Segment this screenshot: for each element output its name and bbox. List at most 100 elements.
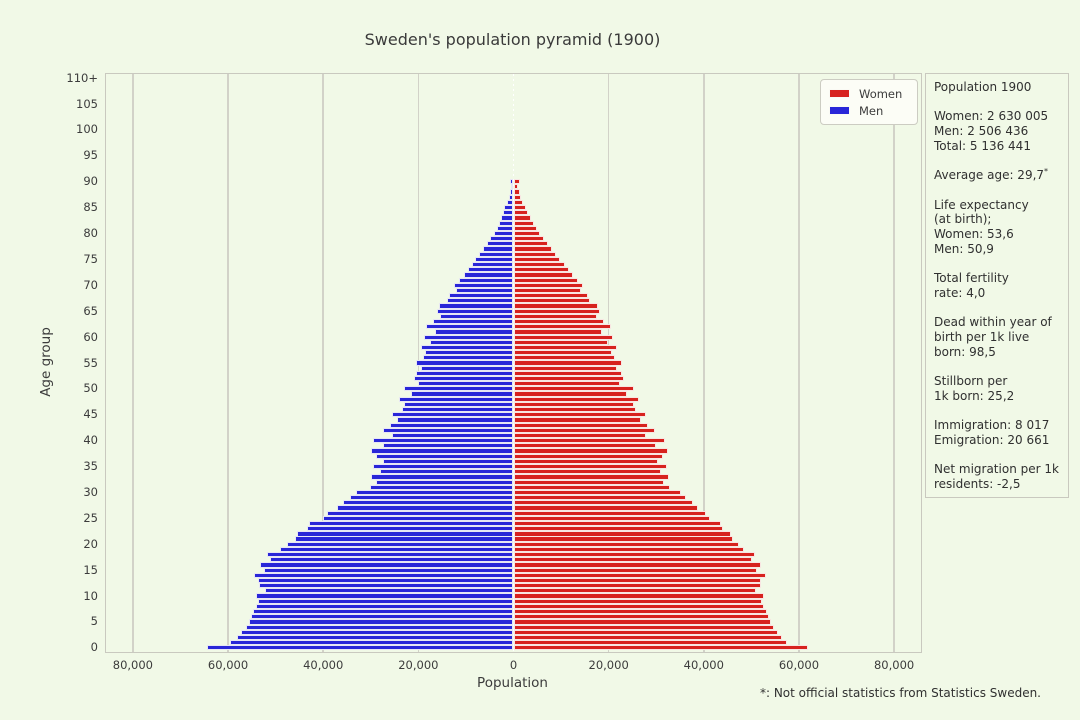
men-bar-age-67 — [446, 298, 514, 304]
info-line: Population 1900 — [934, 80, 1032, 94]
men-bar-age-1 — [230, 640, 514, 646]
y-tick-label: 75 — [83, 251, 98, 266]
men-bar-age-89 — [511, 184, 514, 190]
women-bar-age-76 — [513, 251, 557, 257]
men-bar-age-19 — [280, 546, 514, 553]
info-spacer — [934, 447, 1063, 462]
y-tick-label: 95 — [83, 148, 98, 163]
men-bar-age-30 — [356, 489, 514, 496]
y-axis-label: Age group — [38, 327, 54, 397]
x-gridline — [893, 74, 895, 652]
women-bar-age-37 — [513, 453, 664, 459]
men-bar-age-36 — [382, 458, 514, 464]
women-bar-age-3 — [513, 629, 779, 635]
men-bar-age-17 — [270, 557, 514, 563]
legend-swatch-icon — [829, 89, 850, 98]
women-bar-age-70 — [513, 282, 583, 288]
women-bar-age-86 — [513, 199, 524, 206]
men-bar-age-86 — [506, 199, 514, 206]
women-bar-age-59 — [513, 339, 608, 345]
women-bar-age-35 — [513, 463, 668, 470]
info-line: Life expectancy — [934, 197, 1029, 212]
men-bar-age-60 — [424, 334, 514, 340]
y-tick-label: 35 — [83, 459, 98, 474]
y-tick-label: 70 — [83, 277, 98, 292]
women-bar-age-18 — [513, 552, 756, 558]
info-line: Emigration: 20 661 — [934, 432, 1050, 447]
legend-swatch-icon — [829, 106, 850, 115]
x-gridline — [703, 74, 705, 652]
women-bar-age-88 — [513, 189, 520, 195]
x-gridline — [227, 74, 229, 652]
women-bar-age-72 — [513, 272, 574, 278]
men-bar-age-73 — [468, 267, 514, 273]
x-gridline — [322, 74, 324, 652]
women-bar-age-46 — [513, 407, 637, 413]
info-spacer — [934, 95, 1063, 110]
men-bar-age-10 — [256, 593, 514, 599]
women-bar-age-36 — [513, 458, 659, 464]
men-bar-age-37 — [376, 453, 514, 459]
women-bar-age-9 — [513, 598, 762, 604]
men-bar-age-50 — [404, 386, 514, 392]
women-bar-age-17 — [513, 557, 753, 563]
info-spacer — [934, 256, 1063, 271]
men-bar-age-66 — [438, 303, 514, 309]
info-spacer — [934, 183, 1063, 198]
women-bar-age-89 — [513, 184, 519, 190]
y-tick-label: 100 — [76, 122, 98, 137]
women-bar-age-84 — [513, 210, 529, 216]
men-bar-age-72 — [463, 272, 514, 278]
men-bar-age-82 — [498, 220, 514, 226]
men-bar-age-0 — [206, 645, 514, 651]
men-bar-age-34 — [380, 469, 514, 475]
info-line: Men: 2 506 436 — [934, 124, 1029, 139]
men-bar-age-22 — [297, 531, 514, 537]
women-bar-age-28 — [513, 500, 694, 506]
women-bar-age-67 — [513, 298, 591, 304]
women-bar-age-42 — [513, 427, 656, 433]
info-line: Total fertility — [934, 271, 1009, 286]
men-bar-age-61 — [434, 329, 514, 335]
men-bar-age-14 — [254, 572, 514, 578]
women-bar-age-5 — [513, 619, 772, 625]
men-bar-age-12 — [258, 583, 514, 589]
women-bar-age-53 — [513, 370, 622, 376]
women-bar-age-73 — [513, 267, 569, 273]
men-bar-age-64 — [439, 313, 514, 319]
women-bar-age-58 — [513, 344, 618, 351]
info-line: residents: -2,5 — [934, 476, 1021, 491]
men-bar-age-16 — [260, 562, 514, 568]
y-tick-label: 85 — [83, 200, 98, 215]
women-bar-age-74 — [513, 261, 565, 268]
men-bar-age-59 — [430, 339, 514, 345]
women-bar-age-29 — [513, 495, 687, 501]
women-bar-age-49 — [513, 391, 627, 397]
men-bar-age-33 — [370, 474, 514, 480]
info-line: Women: 53,6 — [934, 226, 1014, 241]
men-bar-age-20 — [287, 541, 514, 547]
men-bar-age-25 — [323, 515, 514, 521]
men-bar-age-88 — [509, 189, 514, 195]
women-bar-age-56 — [513, 355, 615, 361]
men-bar-age-26 — [327, 510, 514, 516]
women-bar-age-22 — [513, 531, 731, 537]
women-bar-age-6 — [513, 614, 769, 620]
men-bar-age-28 — [342, 500, 514, 506]
info-line: birth per 1k live — [934, 329, 1030, 344]
men-bar-age-52 — [413, 375, 514, 382]
y-tick-label: 40 — [83, 433, 98, 448]
women-bar-age-57 — [513, 350, 613, 356]
men-bar-age-65 — [437, 308, 514, 314]
men-bar-age-13 — [258, 577, 514, 584]
info-line: Dead within year of — [934, 315, 1052, 330]
women-bar-age-50 — [513, 386, 635, 392]
y-tick-label: 55 — [83, 355, 98, 370]
men-bar-age-44 — [396, 417, 514, 423]
y-tick-label: 110+ — [66, 70, 98, 85]
legend-label: Women — [859, 86, 903, 101]
men-bar-age-41 — [392, 432, 514, 439]
legend: Women Men — [820, 79, 918, 125]
women-bar-age-11 — [513, 588, 756, 594]
women-bar-age-81 — [513, 225, 537, 231]
